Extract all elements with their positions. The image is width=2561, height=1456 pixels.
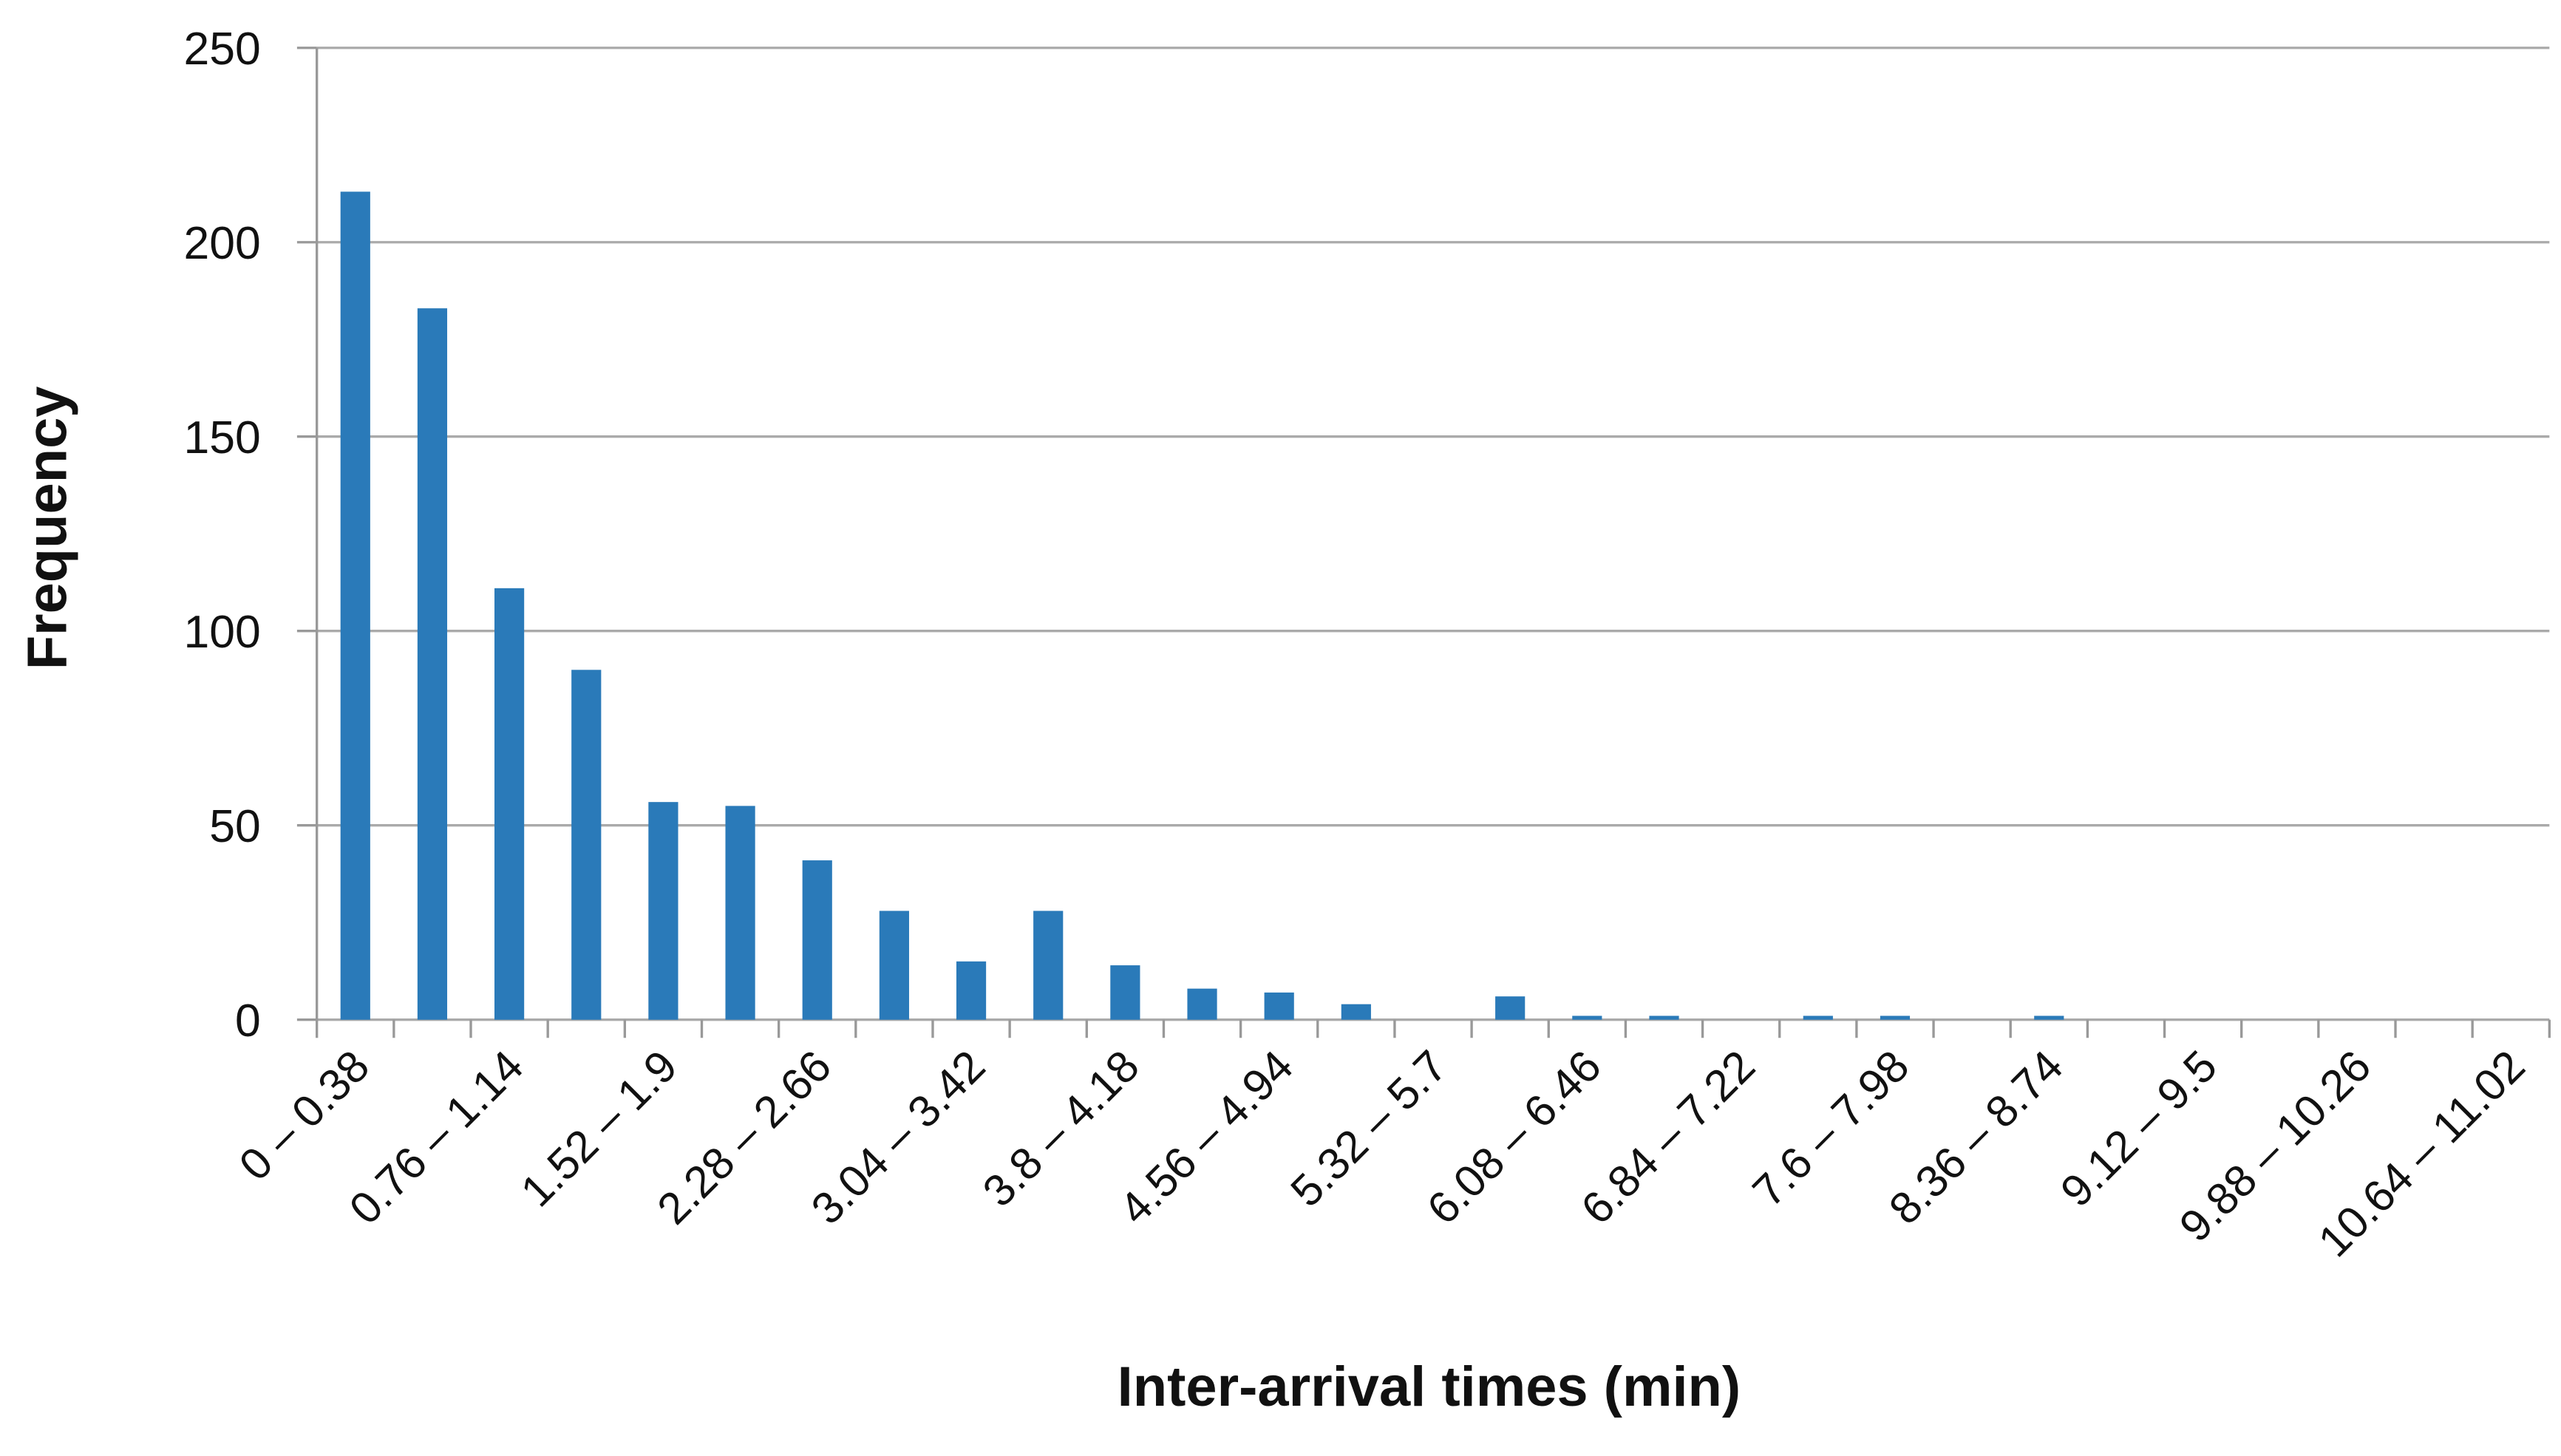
bar — [340, 191, 370, 1020]
bar — [725, 806, 755, 1020]
y-tick-label: 200 — [184, 217, 261, 269]
bar — [802, 860, 832, 1020]
bar — [648, 802, 678, 1020]
bar — [571, 670, 602, 1020]
bar — [1803, 1016, 1833, 1020]
bar — [494, 588, 525, 1020]
bar — [1110, 965, 1140, 1020]
bar — [2034, 1016, 2064, 1020]
bar — [956, 961, 987, 1020]
y-axis-title: Frequency — [16, 387, 78, 670]
y-tick-label: 150 — [184, 412, 261, 463]
y-tick-label: 50 — [209, 800, 261, 852]
bar — [1341, 1004, 1371, 1020]
bar — [879, 911, 909, 1020]
bar — [1572, 1016, 1602, 1020]
bar — [1033, 911, 1064, 1020]
bar — [1264, 992, 1294, 1020]
bar — [1880, 1016, 1911, 1020]
x-axis-title: Inter-arrival times (min) — [1118, 1355, 1741, 1418]
bar — [1187, 988, 1217, 1020]
bar — [1495, 996, 1526, 1020]
y-tick-label: 0 — [235, 995, 261, 1047]
bar — [1649, 1016, 1679, 1020]
bar — [417, 308, 448, 1020]
y-tick-label: 100 — [184, 606, 261, 658]
y-tick-label: 250 — [184, 23, 261, 75]
